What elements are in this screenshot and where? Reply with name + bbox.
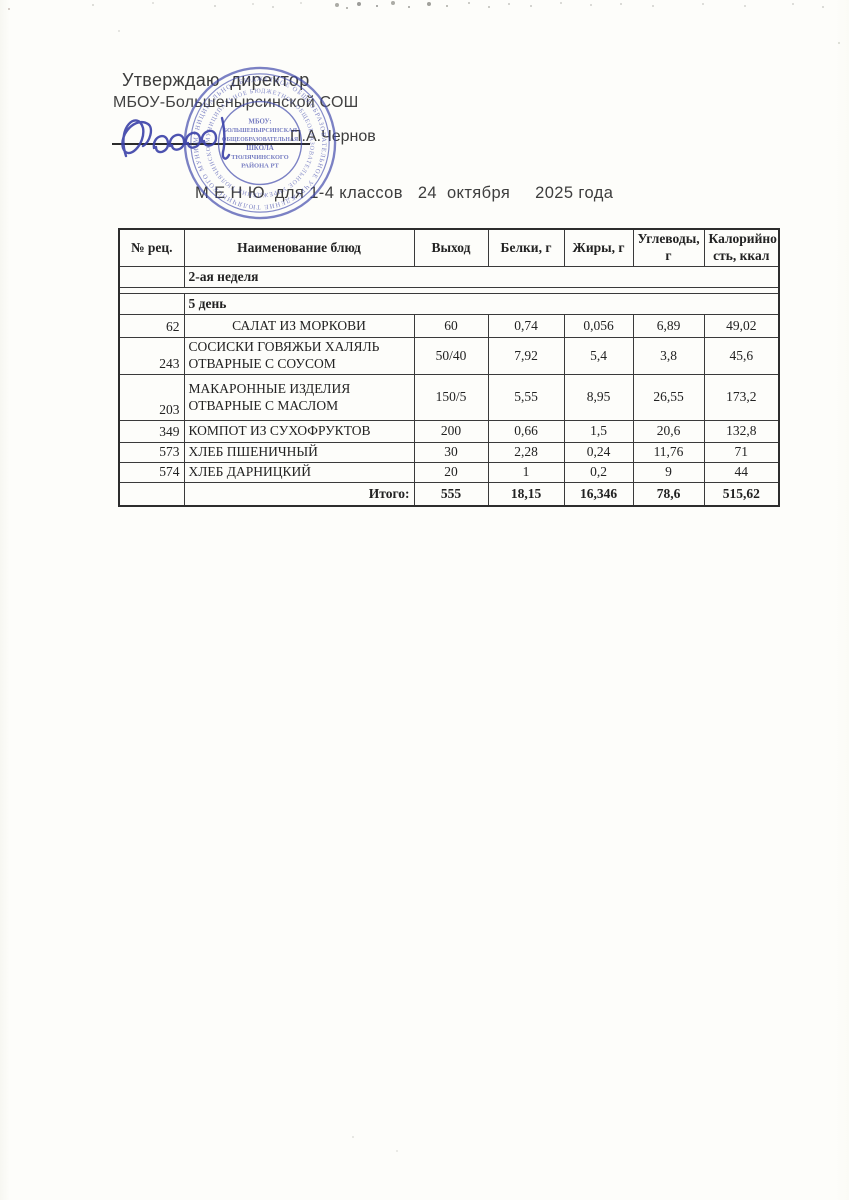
dish-carbs: 9 [632,462,705,483]
dish-fat: 1,5 [563,420,634,443]
dish-protein: 1 [487,462,565,483]
dish-fat: 5,4 [563,337,634,375]
table-row: 62 САЛАТ ИЗ МОРКОВИ 60 0,74 0,056 6,89 4… [118,314,780,338]
dish-name: ХЛЕБ ДАРНИЦКИЙ [183,462,415,483]
dish-protein: 7,92 [487,337,565,375]
col-header-carbs: Углеводы, г [632,228,705,267]
dish-calories: 173,2 [703,374,780,421]
dish-carbs: 11,76 [632,442,705,463]
dish-output: 20 [413,462,489,483]
dish-carbs: 6,89 [632,314,705,338]
dish-name: СОСИСКИ ГОВЯЖЬИ ХАЛЯЛЬ ОТВАРНЫЕ С СОУСОМ [183,337,415,375]
recipe-num: 62 [118,314,185,338]
total-label: Итого: [183,482,415,507]
col-header-fat: Жиры, г [563,228,634,267]
dish-name: САЛАТ ИЗ МОРКОВИ [183,314,415,338]
recipe-num: 243 [118,337,185,375]
dish-carbs: 20,6 [632,420,705,443]
total-output: 555 [413,482,489,507]
recipe-num: 574 [118,462,185,483]
menu-table: № рец. Наименование блюд Выход Белки, г … [118,228,780,507]
dish-carbs: 26,55 [632,374,705,421]
director-name: П.А.Чернов [290,128,376,145]
svg-text:ТЮЛЯЧИНСКОГО: ТЮЛЯЧИНСКОГО [231,154,288,161]
approval-line-1: Утверждаю директор [122,70,310,90]
table-row: 574 ХЛЕБ ДАРНИЦКИЙ 20 1 0,2 9 44 [118,462,780,483]
day-label: 5 день [183,293,780,315]
svg-text:МБОУ:: МБОУ: [248,118,271,125]
total-carbs: 78,6 [632,482,705,507]
table-row: 573 ХЛЕБ ПШЕНИЧНЫЙ 30 2,28 0,24 11,76 71 [118,442,780,463]
recipe-num: 203 [118,374,185,421]
col-header-output: Выход [413,228,489,267]
dish-fat: 0,056 [563,314,634,338]
dish-carbs: 3,8 [632,337,705,375]
dish-fat: 0,24 [563,442,634,463]
dish-fat: 0,2 [563,462,634,483]
dish-protein: 0,74 [487,314,565,338]
col-header-protein: Белки, г [487,228,565,267]
dish-protein: 0,66 [487,420,565,443]
total-calories: 515,62 [703,482,780,507]
svg-text:ШКОЛА: ШКОЛА [246,145,274,152]
signature-line [112,143,310,145]
empty-cell [118,482,185,507]
dish-calories: 71 [703,442,780,463]
table-row: 243 СОСИСКИ ГОВЯЖЬИ ХАЛЯЛЬ ОТВАРНЫЕ С СО… [118,337,780,375]
dish-output: 60 [413,314,489,338]
menu-title: М Е Н Ю для 1-4 классов 24 октября 2025 … [195,184,614,202]
dish-fat: 8,95 [563,374,634,421]
day-section-row: 5 день [118,293,780,315]
table-header-row: № рец. Наименование блюд Выход Белки, г … [118,228,780,267]
dish-output: 50/40 [413,337,489,375]
dish-calories: 44 [703,462,780,483]
dish-protein: 5,55 [487,374,565,421]
table-row: 203 МАКАРОННЫЕ ИЗДЕЛИЯ ОТВАРНЫЕ С МАСЛОМ… [118,374,780,421]
menu-table-container: № рец. Наименование блюд Выход Белки, г … [118,228,780,507]
handwritten-signature [121,116,231,160]
dish-name: МАКАРОННЫЕ ИЗДЕЛИЯ ОТВАРНЫЕ С МАСЛОМ [183,374,415,421]
col-header-calories: Калорийно сть, ккал [703,228,780,267]
recipe-num: 349 [118,420,185,443]
col-header-dish-name: Наименование блюд [183,228,415,267]
empty-cell [118,293,185,315]
approval-line-2: МБОУ-Большенырсинской СОШ [113,94,359,111]
week-section-row: 2-ая неделя [118,266,780,288]
dish-output: 30 [413,442,489,463]
dish-output: 150/5 [413,374,489,421]
dish-calories: 49,02 [703,314,780,338]
recipe-num: 573 [118,442,185,463]
scan-artifacts [0,0,2,2]
total-fat: 16,346 [563,482,634,507]
total-protein: 18,15 [487,482,565,507]
week-label: 2-ая неделя [183,266,780,288]
dish-name: КОМПОТ ИЗ СУХОФРУКТОВ [183,420,415,443]
svg-text:БОЛЬШЕНЫРСИНСКАЯ: БОЛЬШЕНЫРСИНСКАЯ [223,128,298,134]
dish-calories: 45,6 [703,337,780,375]
dish-calories: 132,8 [703,420,780,443]
empty-cell [118,266,185,288]
table-row: 349 КОМПОТ ИЗ СУХОФРУКТОВ 200 0,66 1,5 2… [118,420,780,443]
col-header-recipe-num: № рец. [118,228,185,267]
dish-protein: 2,28 [487,442,565,463]
dish-name: ХЛЕБ ПШЕНИЧНЫЙ [183,442,415,463]
svg-text:РАЙОНА РТ: РАЙОНА РТ [241,162,279,170]
total-row: Итого: 555 18,15 16,346 78,6 515,62 [118,482,780,507]
dish-output: 200 [413,420,489,443]
